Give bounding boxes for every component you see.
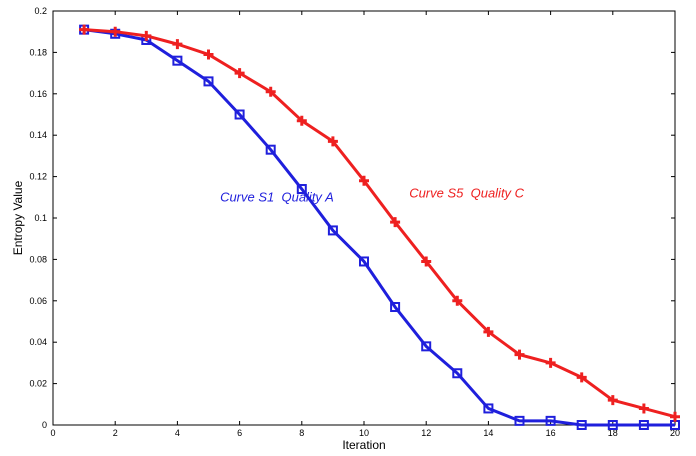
data-point [514,415,525,426]
data-point [638,420,649,430]
y-tick-label: 0.2 [34,6,47,16]
data-point [390,302,401,313]
data-point [265,144,276,155]
series-1 [79,24,680,430]
x-tick-label: 8 [299,428,304,438]
data-point [110,26,121,37]
x-tick-label: 18 [608,428,618,438]
series-2 [79,24,680,422]
y-tick-label: 0.02 [29,379,47,389]
x-tick-label: 10 [359,428,369,438]
annotation-layer: Curve S1 Quality A Curve S5 Quality C [220,185,525,204]
data-point [421,341,432,352]
y-tick-label: 0.18 [29,47,47,57]
data-point [327,136,338,147]
y-tick-label: 0.12 [29,172,47,182]
data-point [327,225,338,236]
data-point [79,24,90,35]
x-tick-label: 4 [175,428,180,438]
data-point [203,76,214,87]
x-tick-label: 6 [237,428,242,438]
y-tick-label: 0.1 [34,213,47,223]
data-point [452,368,463,379]
x-axis-label: Iteration [342,438,385,452]
y-tick-label: 0 [42,420,47,430]
x-tick-label: 0 [50,428,55,438]
data-point [607,395,618,406]
curve-annotation: Curve S1 Quality A [220,189,334,204]
data-point [483,326,494,337]
y-tick-label: 0.14 [29,130,47,140]
y-tick-label: 0.06 [29,296,47,306]
data-point [483,403,494,414]
data-point [545,357,556,368]
x-tick-label: 2 [113,428,118,438]
x-tick-label: 14 [483,428,493,438]
data-point [172,55,183,66]
data-point [296,115,307,126]
data-point [172,39,183,50]
data-point [638,403,649,414]
plot-area [52,10,676,426]
data-point [234,68,245,79]
data-point [265,86,276,97]
data-point [359,256,369,267]
x-tick-label: 16 [546,428,556,438]
data-point [141,30,152,41]
y-axis-label: Entropy Value [11,180,25,255]
data-point [359,175,369,186]
data-point [514,349,525,360]
data-point [670,411,680,422]
data-point [390,217,401,228]
data-point [607,420,618,430]
axis-ticks: 0 2 4 6 8 10 12 14 16 18 20 0 0.02 0.04 0.06 0.08 0.1 0.1… [29,6,680,438]
x-tick-label: 20 [670,428,680,438]
curve-annotation: Curve S5 Quality C [409,185,524,200]
y-tick-label: 0.08 [29,254,47,264]
y-tick-label: 0.16 [29,89,47,99]
data-point [452,295,463,306]
data-point [576,372,587,383]
data-point [203,49,214,60]
data-point [576,420,587,430]
data-point [296,184,307,195]
series-layer [79,24,680,430]
data-point [234,109,245,120]
series-line [83,28,675,427]
data-point [545,415,556,426]
data-point [421,256,432,267]
y-tick-label: 0.04 [29,337,47,347]
x-tick-label: 12 [421,428,431,438]
series-line [84,28,676,419]
